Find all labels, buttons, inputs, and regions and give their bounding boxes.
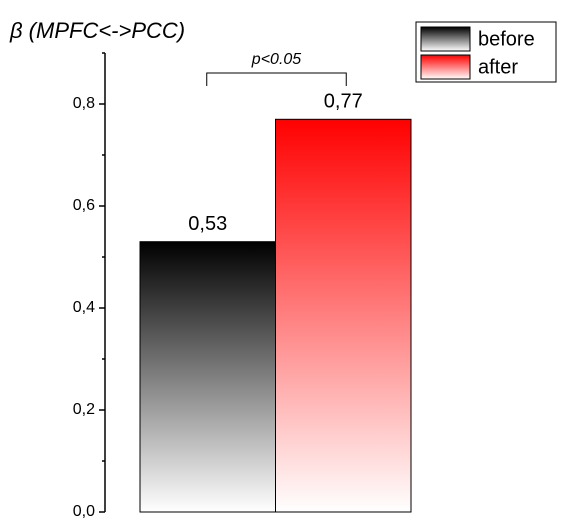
legend-label: before bbox=[478, 28, 535, 50]
y-tick-label: 0,0 bbox=[73, 503, 95, 520]
bar bbox=[275, 118, 412, 513]
y-tick-label: 0,4 bbox=[73, 299, 95, 316]
y-tick-label: 0,6 bbox=[73, 197, 95, 214]
significance-bracket bbox=[206, 72, 347, 86]
bar bbox=[139, 241, 276, 513]
annotation: p<0.05 bbox=[251, 51, 301, 68]
y-tick-label: 0,8 bbox=[73, 95, 95, 112]
legend-swatch bbox=[420, 26, 471, 52]
value-label: 0,77 bbox=[324, 91, 363, 113]
legend-swatch bbox=[420, 54, 471, 80]
value-label: 0,53 bbox=[188, 213, 227, 235]
y-tick-label: 0,2 bbox=[73, 401, 95, 418]
chart-title: β (MPFC<->PCC) bbox=[9, 18, 185, 43]
legend-label: after bbox=[478, 56, 518, 78]
